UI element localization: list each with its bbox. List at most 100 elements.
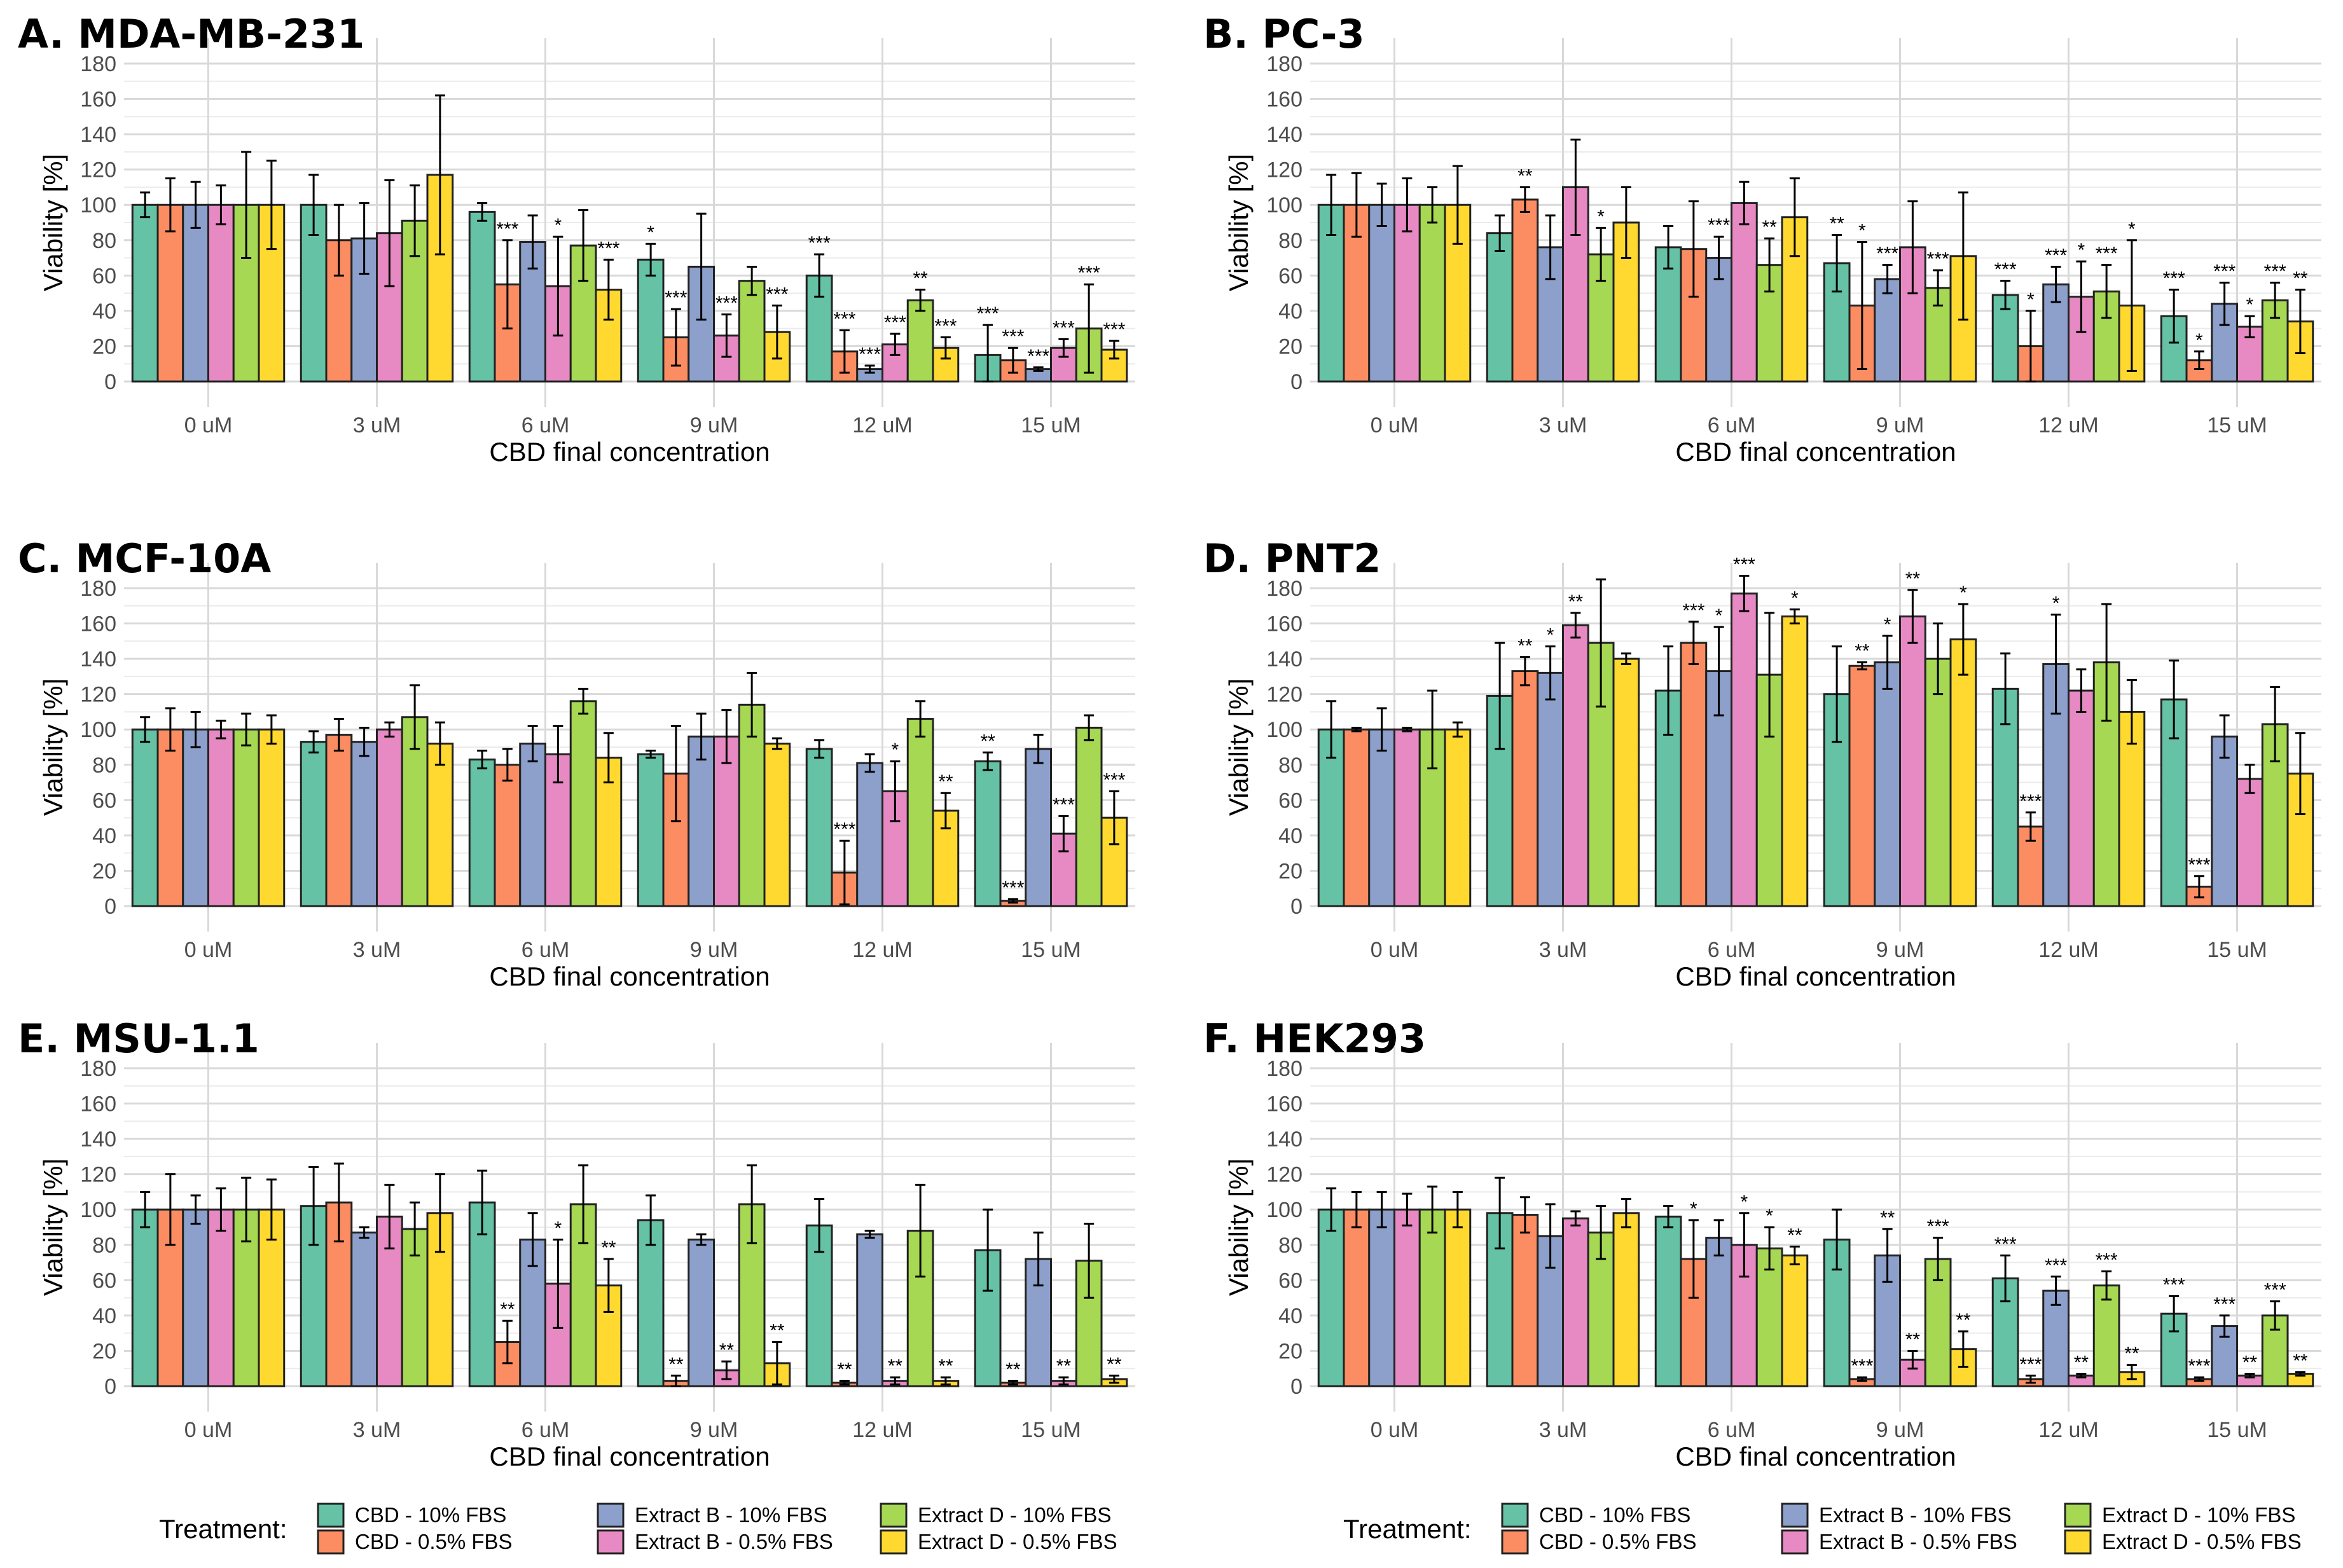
y-tick-label: 0 [104, 895, 116, 919]
bar [350, 741, 378, 907]
significance-label: ** [1855, 641, 1870, 662]
bar [2068, 689, 2095, 907]
bar [1368, 1208, 1395, 1387]
x-tick-label: 0 uM [184, 413, 233, 437]
bar [156, 728, 184, 907]
bar [376, 728, 403, 907]
significance-label: * [1766, 1206, 1773, 1227]
y-tick-label: 100 [1266, 193, 1303, 217]
panel-title: E. MSU-1.1 [18, 1015, 259, 1062]
significance-label: ** [2293, 1351, 2308, 1372]
bar [1874, 661, 1901, 907]
bar [182, 203, 209, 383]
y-tick-label: 20 [1278, 1339, 1303, 1363]
bar [325, 734, 353, 907]
significance-label: ** [668, 1354, 684, 1375]
y-tick-label: 60 [1278, 264, 1303, 288]
bar [1848, 664, 1876, 907]
y-tick-label: 60 [92, 264, 116, 288]
y-tick-label: 60 [92, 788, 116, 813]
y-axis-title: Viability [%] [1224, 154, 1254, 291]
bar [1486, 232, 1514, 383]
x-axis-title: CBD final concentration [1675, 961, 1956, 991]
significance-label: *** [1876, 244, 1898, 265]
legend-swatch [1501, 1529, 1529, 1555]
significance-label: *** [833, 819, 855, 840]
y-tick-label: 120 [80, 1163, 116, 1187]
y-tick-label: 80 [1278, 229, 1303, 253]
significance-label: ** [1517, 635, 1533, 656]
y-tick-label: 80 [1278, 753, 1303, 778]
legend-swatch [597, 1503, 625, 1528]
y-tick-label: 140 [80, 1127, 116, 1152]
bar [182, 1208, 209, 1387]
bar [1025, 748, 1052, 907]
bar [1343, 728, 1371, 907]
significance-label: * [1597, 206, 1605, 227]
significance-label: ** [1107, 1354, 1122, 1375]
x-tick-label: 3 uM [1539, 938, 1587, 962]
y-tick-label: 0 [104, 370, 116, 394]
bar [1612, 1212, 1640, 1387]
bar [637, 258, 665, 383]
x-tick-label: 9 uM [1876, 1418, 1925, 1442]
y-tick-label: 40 [1278, 299, 1303, 324]
significance-label: * [2078, 240, 2085, 261]
bar [1781, 1254, 1809, 1387]
y-tick-label: 100 [80, 718, 116, 742]
legend-label: Extract D - 0.5% FBS [2102, 1530, 2302, 1553]
significance-label: *** [1103, 769, 1125, 790]
x-tick-label: 9 uM [690, 413, 738, 437]
x-tick-label: 6 uM [522, 1418, 570, 1442]
bar [131, 728, 159, 907]
significance-label: * [2246, 294, 2254, 315]
x-tick-label: 9 uM [690, 1418, 738, 1442]
x-axis-title: CBD final concentration [489, 961, 770, 991]
x-tick-label: 12 uM [2038, 413, 2099, 437]
y-axis-title: Viability [%] [1224, 678, 1254, 816]
y-tick-label: 140 [80, 123, 116, 147]
y-axis-title: Viability [%] [38, 1159, 68, 1296]
x-tick-label: 0 uM [184, 1418, 233, 1442]
significance-label: ** [837, 1359, 852, 1380]
bar [468, 758, 496, 907]
bar [1949, 638, 1977, 907]
y-tick-label: 120 [80, 683, 116, 707]
bar [2236, 778, 2264, 907]
bar [974, 760, 1002, 907]
x-tick-label: 3 uM [1539, 413, 1587, 437]
y-tick-label: 120 [1266, 158, 1303, 182]
significance-label: ** [1762, 217, 1777, 238]
bar [1562, 624, 1589, 907]
bar [1418, 1208, 1446, 1387]
significance-label: ** [1880, 1207, 1895, 1228]
y-tick-label: 160 [1266, 612, 1303, 636]
significance-label: ** [601, 1237, 616, 1258]
significance-label: ** [938, 1356, 953, 1377]
x-tick-label: 3 uM [353, 938, 401, 962]
legend-swatch [317, 1529, 345, 1555]
bar [738, 703, 766, 907]
y-tick-label: 40 [1278, 824, 1303, 848]
y-tick-label: 100 [80, 1198, 116, 1222]
x-tick-label: 6 uM [1708, 1418, 1756, 1442]
significance-label: ** [938, 771, 953, 792]
significance-label: ** [1787, 1225, 1802, 1246]
significance-label: * [2027, 289, 2035, 310]
significance-label: *** [665, 287, 687, 308]
panel-1: 0 20 40 60 80 100 120 140 160 180 0 uM 3 uM 6 uM 9 uM… [18, 11, 1135, 467]
significance-label: * [2195, 330, 2203, 351]
y-tick-label: 60 [92, 1269, 116, 1293]
bar [738, 280, 766, 383]
bar [1562, 1217, 1589, 1387]
legend-label: CBD - 0.5% FBS [1539, 1530, 1697, 1553]
x-tick-label: 0 uM [1371, 413, 1419, 437]
bar [1731, 592, 1758, 907]
x-tick-label: 3 uM [1539, 1418, 1587, 1442]
bar [906, 718, 934, 907]
x-tick-label: 0 uM [1371, 938, 1419, 962]
x-tick-label: 15 uM [1021, 1418, 1081, 1442]
legend-swatch [317, 1503, 345, 1528]
significance-label: * [1959, 582, 1967, 603]
